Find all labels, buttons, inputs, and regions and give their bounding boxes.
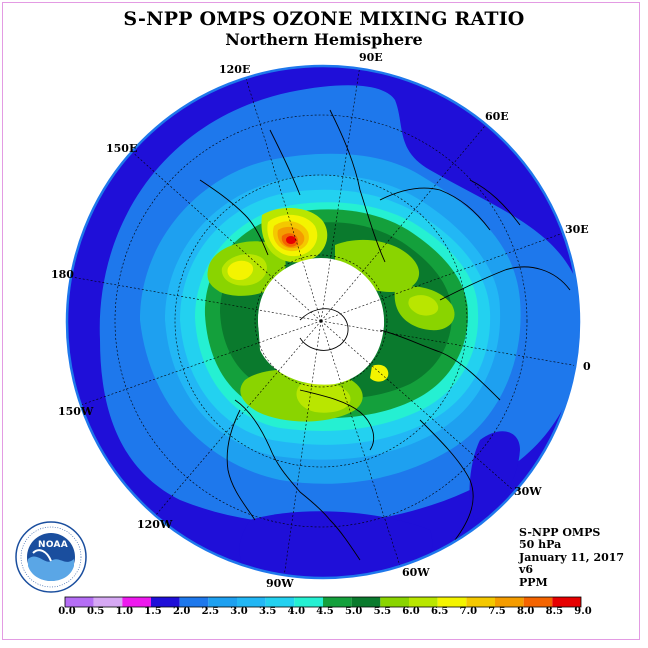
- lon-label-150w: 150W: [58, 405, 94, 418]
- map-subtitle: Northern Hemisphere: [225, 30, 423, 49]
- colorbar-segment: [323, 597, 352, 607]
- lon-label-0: 0: [583, 360, 591, 373]
- product-info: S-NPP OMPS 50 hPa January 11, 2017 v6 PP…: [519, 526, 625, 589]
- noaa-logo: [15, 521, 87, 593]
- colorbar-segment: [409, 597, 438, 607]
- map-title: S-NPP OMPS OZONE MIXING RATIO: [123, 8, 525, 30]
- colorbar-tick-label: 0.0: [58, 606, 76, 617]
- colorbar-tick-label: 5.5: [373, 606, 392, 617]
- lon-label-60w: 60W: [402, 566, 430, 579]
- colorbar-segment: [265, 597, 295, 607]
- lon-label-90w: 90W: [266, 577, 294, 590]
- colorbar-border: [64, 596, 582, 608]
- version-label: v6: [519, 563, 534, 577]
- graticule: [67, 66, 579, 578]
- pressure-label: 50 hPa: [519, 538, 562, 552]
- lon-label-120e: 120E: [219, 63, 251, 76]
- lon-label-120w: 120W: [137, 518, 173, 531]
- colorbar-segment: [294, 597, 323, 607]
- lon-label-30w: 30W: [514, 485, 542, 498]
- date-label: January 11, 2017: [519, 550, 625, 564]
- units-label: PPM: [519, 575, 548, 589]
- colorbar-tick-label: 1.5: [144, 606, 162, 617]
- map-frame: [2, 2, 640, 640]
- colorbar-tick-label: 2.0: [172, 606, 191, 617]
- ozone-field: [67, 66, 579, 578]
- colorbar-tick-label: 8.5: [545, 606, 564, 617]
- colorbar-tick-label: 3.5: [258, 606, 277, 617]
- lon-label-30e: 30E: [565, 223, 589, 236]
- colorbar-segment: [495, 597, 524, 607]
- instrument-label: S-NPP OMPS: [519, 526, 601, 539]
- colorbar-tick-label: 0.5: [86, 606, 105, 617]
- lon-label-90e: 90E: [359, 51, 383, 64]
- colorbar-tick-label: 1.0: [115, 606, 134, 617]
- colorbar-tick-label: 4.0: [287, 606, 306, 617]
- colorbar-tick-label: 6.5: [430, 606, 449, 617]
- colorbar-segment: [151, 597, 180, 607]
- lon-label-60e: 60E: [485, 110, 509, 123]
- colorbar-segment: [65, 597, 94, 607]
- colorbar-tick-label: 9.0: [574, 606, 592, 617]
- colorbar-segment: [179, 597, 209, 607]
- colorbar-segment: [523, 597, 553, 607]
- lon-label-180: 180: [51, 268, 74, 281]
- colorbar-segment: [380, 597, 409, 607]
- lon-label-150e: 150E: [106, 142, 138, 155]
- colorbar-tick-label: 5.0: [344, 606, 363, 617]
- colorbar: [64, 596, 582, 608]
- colorbar-tick-label: 3.0: [230, 606, 248, 617]
- colorbar-segment: [466, 597, 495, 607]
- coastlines: [199, 109, 571, 561]
- colorbar-segment: [351, 597, 381, 607]
- colorbar-segment: [93, 597, 123, 607]
- colorbar-tick-label: 7.5: [488, 606, 506, 617]
- colorbar-segment: [552, 597, 581, 607]
- colorbar-segment: [122, 597, 151, 607]
- colorbar-segment: [437, 597, 467, 607]
- colorbar-tick-label: 6.0: [402, 606, 420, 617]
- colorbar-tick-label: 4.5: [316, 606, 334, 617]
- colorbar-tick-label: 2.5: [201, 606, 220, 617]
- colorbar-segment: [208, 597, 237, 607]
- colorbar-tick-label: 7.0: [459, 606, 478, 617]
- colorbar-tick-label: 8.0: [516, 606, 535, 617]
- noaa-logo-text: NOAA: [38, 540, 69, 550]
- colorbar-segment: [237, 597, 266, 607]
- globe-outline: [65, 64, 581, 580]
